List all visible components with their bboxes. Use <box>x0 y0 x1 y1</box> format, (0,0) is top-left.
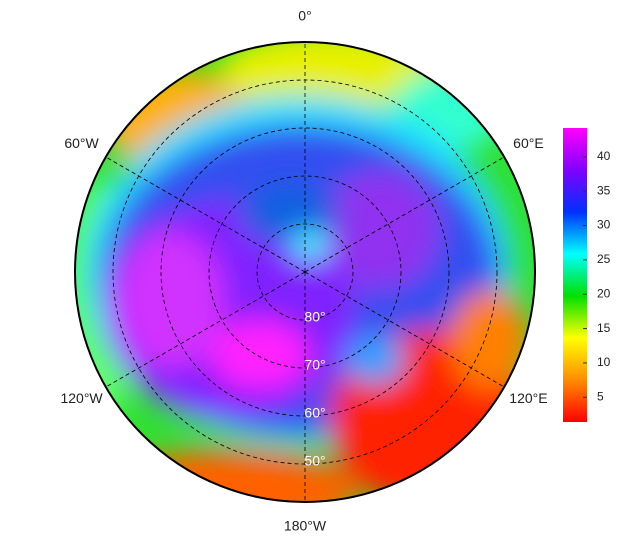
colorbar-tick-label: 30 <box>597 218 611 232</box>
longitude-label: 120°W <box>60 390 103 406</box>
colorbar-tick-label: 20 <box>597 286 611 300</box>
colorbar-tick-label: 35 <box>597 183 611 197</box>
parallel <box>256 223 354 321</box>
longitude-label: 120°E <box>509 390 547 406</box>
latitude-label: 70° <box>304 357 325 373</box>
colorbar-tick-label: 5 <box>597 389 604 403</box>
parallel <box>160 127 450 417</box>
longitude-label: 0° <box>298 8 311 24</box>
graticule <box>105 42 505 502</box>
latitude-label: 80° <box>304 309 325 325</box>
longitude-label: 60°W <box>64 135 99 151</box>
colorbar: 5 10 15 20 25 30 35 40 <box>563 128 611 422</box>
meridian <box>105 271 306 388</box>
latitude-label: 60° <box>304 405 325 421</box>
colorbar-tick-label: 15 <box>597 321 611 335</box>
colorbar-tick-label: 40 <box>597 149 611 163</box>
latitude-label: 50° <box>304 453 325 469</box>
longitude-label: 180°W <box>284 518 327 534</box>
parallel <box>112 79 498 465</box>
meridian <box>304 156 505 273</box>
colorbar-tick-label: 25 <box>597 252 611 266</box>
labels: 0° 60°E 120°E 180°W 120°W 60°W 80° 70° 60° 50° <box>60 8 547 534</box>
longitude-label: 60°E <box>513 135 544 151</box>
map-border <box>74 41 536 503</box>
field <box>75 42 535 502</box>
colorbar-scale <box>563 128 587 422</box>
colorbar-tick-label: 10 <box>597 355 611 369</box>
parallel <box>208 175 402 369</box>
